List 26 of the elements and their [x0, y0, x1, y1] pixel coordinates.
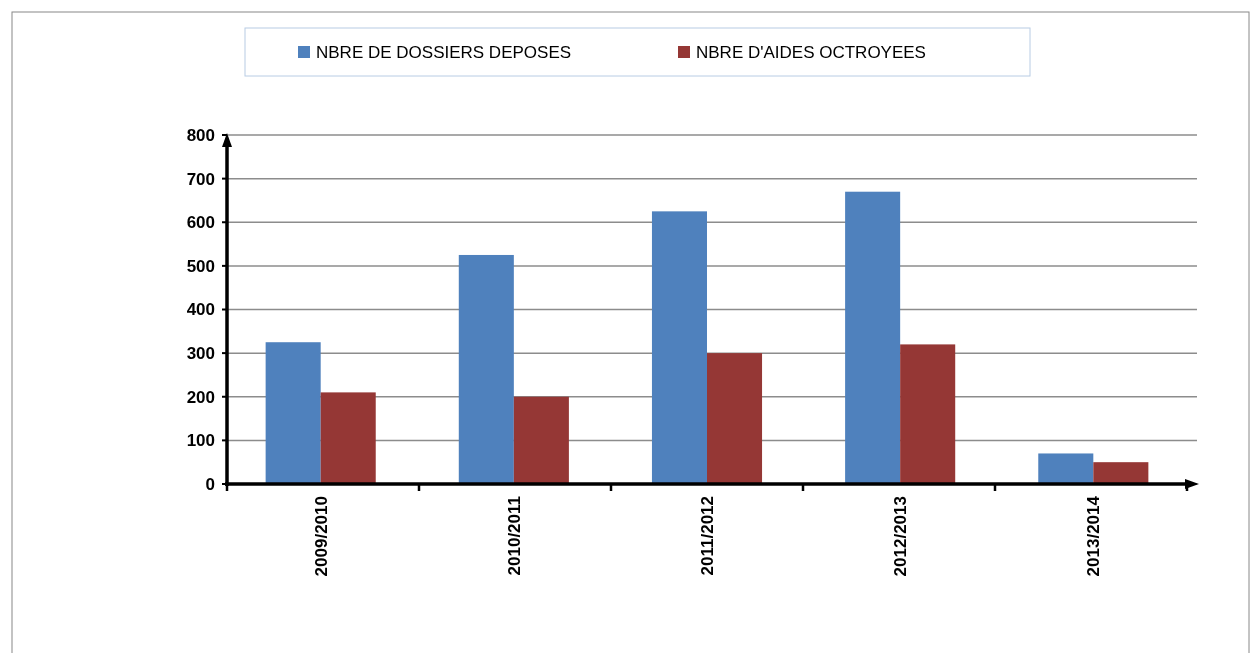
bar — [458, 254, 514, 484]
bar — [651, 211, 707, 484]
bar — [707, 353, 763, 484]
bar — [900, 344, 956, 484]
y-tick-label: 400 — [186, 300, 215, 320]
y-tick-label: 300 — [186, 344, 215, 364]
bar — [1093, 462, 1149, 484]
y-tick-label: 600 — [186, 213, 215, 233]
y-tick-label: 100 — [186, 431, 215, 451]
bar — [845, 191, 901, 484]
y-tick-label: 500 — [186, 256, 215, 276]
bar — [513, 396, 569, 484]
x-tick-label: 2010/2011 — [504, 496, 524, 576]
bar — [320, 392, 376, 484]
bar — [265, 342, 321, 484]
legend-label: NBRE DE DOSSIERS DEPOSES — [316, 42, 572, 62]
bar — [1038, 453, 1094, 484]
y-tick-label: 200 — [186, 387, 215, 407]
y-tick-label: 700 — [186, 169, 215, 189]
y-tick-label: 0 — [205, 474, 215, 494]
y-tick-label: 800 — [186, 125, 215, 145]
x-tick-label: 2012/2013 — [891, 496, 911, 577]
x-tick-label: 2013/2014 — [1084, 495, 1104, 577]
legend-label: NBRE D'AIDES OCTROYEES — [696, 42, 926, 62]
x-tick-label: 2009/2010 — [311, 496, 331, 577]
x-tick-label: 2011/2012 — [697, 496, 717, 576]
